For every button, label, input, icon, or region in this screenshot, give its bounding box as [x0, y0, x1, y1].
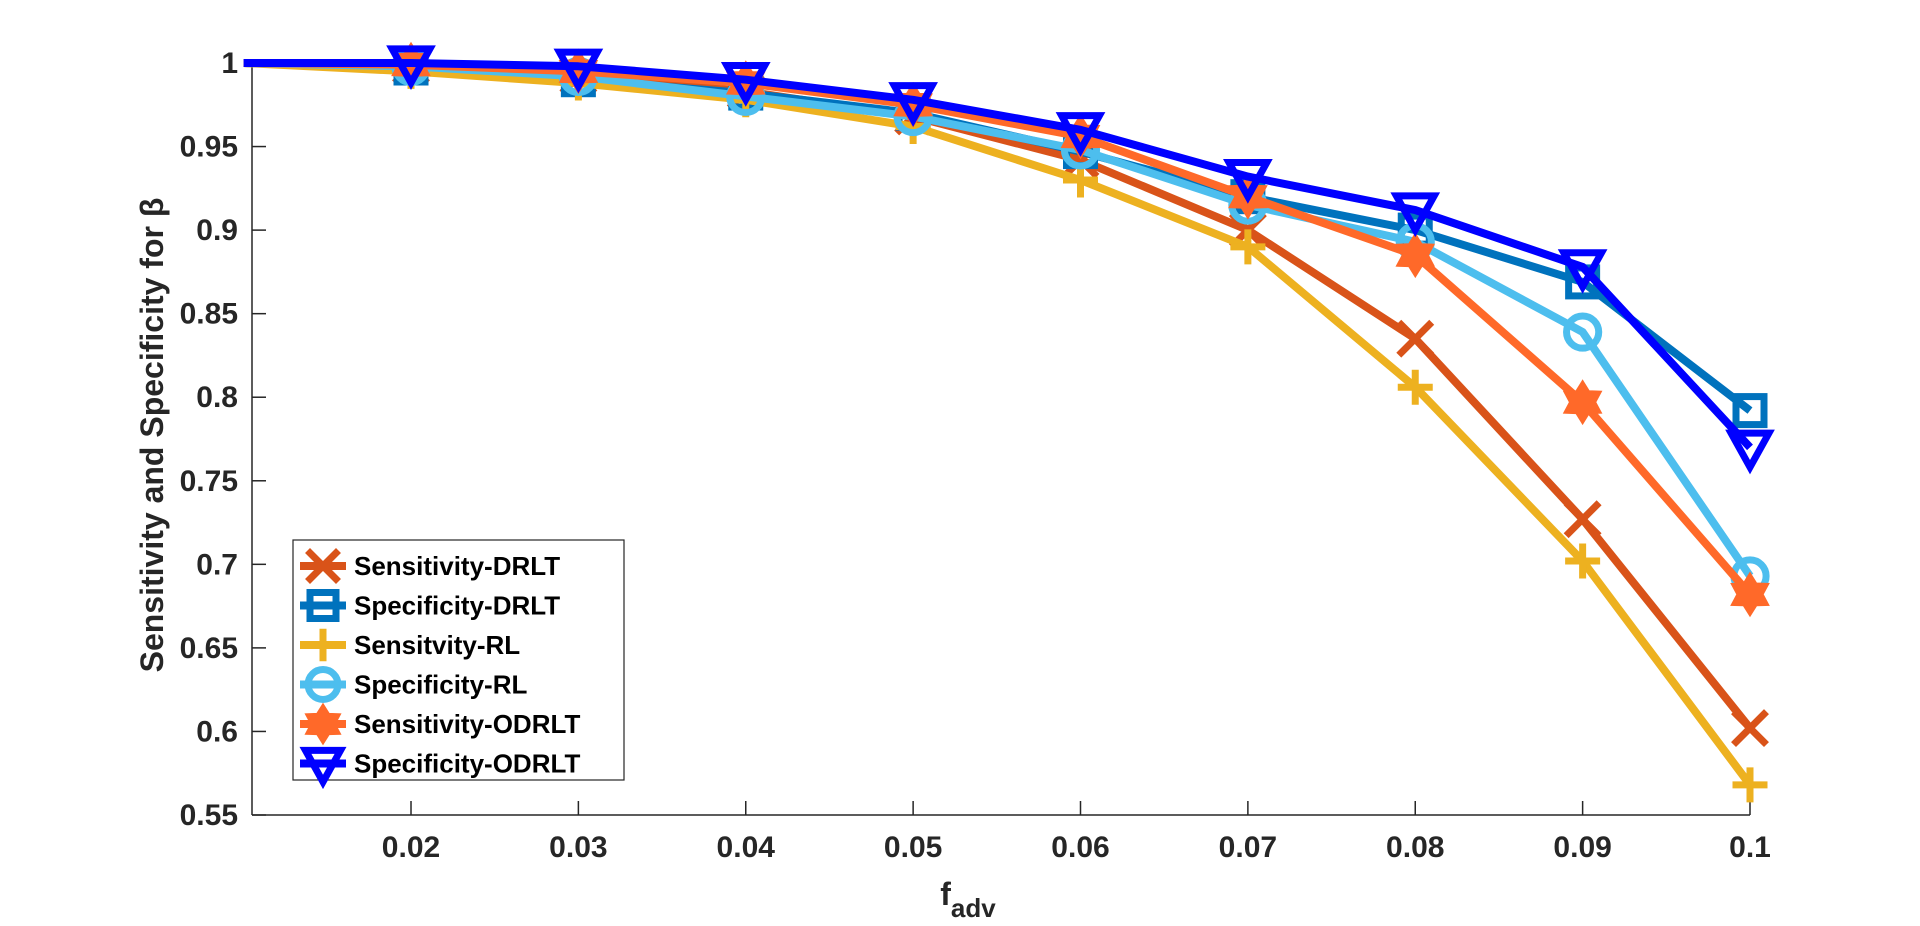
data-point-marker: [386, 45, 436, 91]
legend-entry: Specificity-RL: [300, 666, 527, 703]
legend-entry: Sensitivity-DRLT: [300, 548, 560, 584]
data-point-marker: [305, 548, 341, 584]
legend-label: Sensitvity-RL: [354, 630, 520, 660]
legend-entry: Sensitivity-ODRLT: [300, 702, 580, 746]
x-tick-label: 0.1: [1729, 831, 1771, 864]
data-point-marker: [306, 589, 340, 622]
data-point-marker: [1563, 312, 1603, 352]
data-point-marker: [1223, 158, 1273, 204]
legend: Sensitivity-DRLT Specificity-DRLT Sensitvi…: [292, 539, 625, 790]
series-group: [243, 41, 1775, 803]
legend-entry: Specificity-DRLT: [300, 589, 560, 622]
y-tick-label: 1: [221, 47, 238, 80]
data-point-marker: [553, 48, 604, 94]
data-point-marker: [1731, 709, 1769, 748]
y-axis-label: Sensitivity and Specificity for β: [134, 198, 170, 673]
data-point-marker: [1395, 232, 1436, 279]
x-tick-label: 0.05: [884, 831, 942, 864]
data-point-marker: [1562, 379, 1603, 426]
data-point-marker: [1725, 429, 1775, 475]
y-tick-label: 0.75: [180, 465, 238, 498]
x-axis-label-main: f: [940, 876, 951, 912]
data-point-marker: [304, 666, 342, 703]
y-tick-label: 0.7: [196, 548, 238, 581]
data-point-marker: [888, 82, 938, 127]
legend-label: Specificity-RL: [354, 670, 527, 700]
data-point-marker: [1396, 319, 1435, 358]
legend-box: [292, 539, 625, 781]
legend-label: Sensitivity-DRLT: [354, 551, 560, 581]
x-tick-label: 0.08: [1386, 831, 1444, 864]
x-tick-label: 0.09: [1553, 831, 1611, 864]
y-ticks: 0.55 0.6 0.65 0.7 0.75 0.8 0.85 0.9 0.95 1: [180, 47, 266, 832]
x-tick-label: 0.02: [382, 831, 440, 864]
legend-entry: Specificity-ODRLT: [299, 746, 580, 790]
y-tick-label: 0.65: [180, 632, 238, 665]
y-tick-label: 0.6: [196, 715, 238, 748]
series-line: [243, 59, 1754, 788]
legend-label: Specificity-DRLT: [354, 591, 560, 621]
data-point-marker: [1565, 543, 1601, 579]
y-tick-label: 0.8: [196, 381, 238, 414]
data-point-marker: [1390, 192, 1441, 238]
data-point-marker: [1732, 767, 1768, 803]
data-point-marker: [304, 702, 342, 746]
legend-entry: Sensitvity-RL: [300, 628, 520, 662]
data-point-marker: [1055, 112, 1106, 157]
series-specificity-odrlt: [243, 45, 1775, 475]
y-tick-label: 0.95: [180, 131, 238, 164]
data-point-marker: [306, 628, 340, 662]
x-tick-label: 0.07: [1219, 831, 1277, 864]
legend-label: Sensitivity-ODRLT: [354, 709, 580, 739]
y-tick-label: 0.85: [180, 298, 238, 331]
x-axis-label-subscript: adv: [951, 893, 996, 923]
data-point-marker: [1397, 369, 1433, 405]
data-point-marker: [299, 746, 347, 790]
y-tick-label: 0.55: [180, 799, 238, 832]
y-tick-label: 0.9: [196, 214, 238, 247]
data-point-marker: [1732, 393, 1768, 429]
legend-label: Specificity-ODRLT: [354, 749, 580, 779]
series-line: [243, 59, 1753, 451]
data-point-marker: [1230, 229, 1266, 265]
data-point-marker: [1557, 249, 1608, 294]
x-axis-label: fadv: [940, 876, 996, 923]
x-tick-label: 0.06: [1051, 831, 1109, 864]
x-ticks: 0.02 0.03 0.04 0.05 0.06 0.07 0.08 0.09 0.1: [382, 801, 1771, 864]
data-point-marker: [720, 62, 771, 107]
data-point-marker: [1563, 500, 1602, 539]
x-tick-label: 0.04: [717, 831, 776, 864]
axes: [251, 63, 1750, 816]
data-point-marker: [1730, 571, 1770, 618]
x-tick-label: 0.03: [549, 831, 607, 864]
